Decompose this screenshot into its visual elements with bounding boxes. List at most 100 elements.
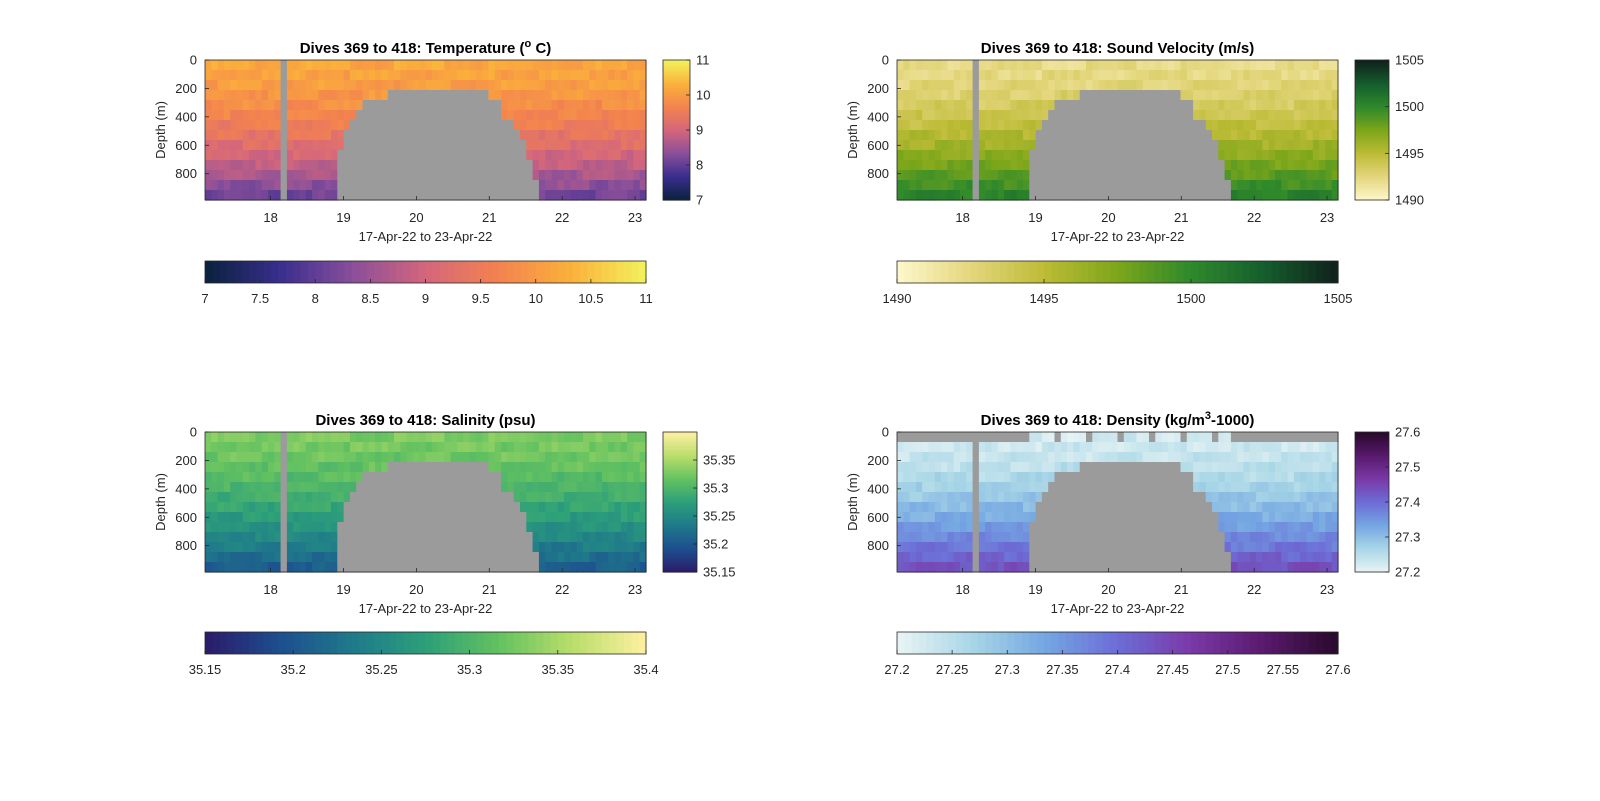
heatmap-cell bbox=[1186, 180, 1194, 191]
heatmap-cell bbox=[1086, 502, 1093, 513]
heatmap-cell bbox=[1262, 110, 1270, 121]
heatmap-cell bbox=[394, 120, 401, 131]
heatmap-cell bbox=[1186, 482, 1194, 493]
heatmap-cell bbox=[431, 140, 439, 151]
colorbar-swatch bbox=[663, 176, 690, 180]
heatmap-cell bbox=[1161, 552, 1169, 563]
colorbar-swatch bbox=[663, 548, 697, 552]
heatmap-cell bbox=[1092, 492, 1100, 503]
heatmap-cell bbox=[249, 512, 256, 523]
heatmap-cell bbox=[482, 522, 490, 533]
chart-title: Dives 369 to 418: Density (kg/m3-1000) bbox=[981, 410, 1255, 429]
heatmap-cell bbox=[299, 432, 307, 443]
heatmap-cell bbox=[1268, 552, 1276, 563]
heatmap-cell bbox=[1287, 472, 1295, 483]
colorbar-swatch bbox=[1355, 478, 1389, 482]
heatmap-cell bbox=[639, 100, 647, 111]
colorbar-swatch bbox=[1355, 113, 1389, 117]
heatmap-cell bbox=[1212, 160, 1219, 171]
heatmap-cell bbox=[1249, 140, 1257, 151]
heatmap-cell bbox=[324, 140, 332, 151]
heatmap-cell bbox=[526, 552, 534, 563]
colorbar-swatch bbox=[565, 261, 574, 283]
heatmap-cell bbox=[261, 532, 269, 543]
heatmap-cell bbox=[595, 482, 603, 493]
heatmap-cell bbox=[903, 482, 911, 493]
heatmap-cell bbox=[934, 482, 942, 493]
heatmap-cell bbox=[1325, 80, 1333, 91]
heatmap-cell bbox=[211, 170, 219, 181]
colorbar-swatch bbox=[663, 102, 690, 105]
heatmap-cell bbox=[595, 90, 603, 101]
heatmap-cell bbox=[960, 190, 967, 201]
heatmap-cell bbox=[1035, 482, 1043, 493]
heatmap-cell bbox=[1186, 80, 1194, 91]
heatmap-cell bbox=[934, 502, 942, 513]
heatmap-cell bbox=[1086, 512, 1093, 523]
heatmap-cell bbox=[576, 522, 584, 533]
heatmap-cell bbox=[375, 140, 382, 151]
heatmap-cell bbox=[589, 170, 597, 181]
heatmap-cell bbox=[1325, 150, 1333, 161]
heatmap-cell bbox=[349, 70, 357, 81]
heatmap-cell bbox=[551, 532, 559, 543]
heatmap-cell bbox=[1086, 170, 1093, 181]
heatmap-cell bbox=[230, 160, 238, 171]
heatmap-cell bbox=[966, 532, 974, 543]
heatmap-cell bbox=[457, 502, 464, 513]
heatmap-cell bbox=[1268, 120, 1276, 131]
heatmap-cell bbox=[1306, 482, 1314, 493]
heatmap-cell bbox=[1312, 120, 1320, 131]
heatmap-cell bbox=[318, 482, 326, 493]
heatmap-cell bbox=[444, 170, 452, 181]
heatmap-cell bbox=[1212, 512, 1219, 523]
chart-title: Dives 369 to 418: Salinity (psu) bbox=[315, 412, 535, 429]
colorbar-swatch bbox=[1355, 104, 1389, 108]
heatmap-cell bbox=[419, 160, 427, 171]
heatmap-cell bbox=[331, 522, 338, 533]
heatmap-cell bbox=[1054, 130, 1062, 141]
heatmap-cell bbox=[1230, 120, 1238, 131]
heatmap-cell bbox=[400, 140, 408, 151]
heatmap-cell bbox=[324, 90, 332, 101]
heatmap-cell bbox=[400, 452, 408, 463]
heatmap-cell bbox=[1312, 442, 1320, 453]
heatmap-cell bbox=[1256, 170, 1263, 181]
heatmap-cell bbox=[274, 502, 282, 513]
heatmap-cell bbox=[1073, 452, 1081, 463]
heatmap-cell bbox=[947, 482, 955, 493]
heatmap-cell bbox=[1023, 60, 1030, 71]
heatmap-cell bbox=[293, 452, 301, 463]
heatmap-cell bbox=[583, 60, 590, 71]
heatmap-cell bbox=[425, 70, 433, 81]
heatmap-cell bbox=[601, 542, 609, 553]
colorbar-swatch bbox=[271, 261, 280, 283]
heatmap-cell bbox=[1029, 100, 1037, 111]
heatmap-cell bbox=[1142, 512, 1150, 523]
heatmap-cell bbox=[1016, 120, 1024, 131]
heatmap-cell bbox=[236, 472, 244, 483]
heatmap-cell bbox=[903, 100, 911, 111]
heatmap-cell bbox=[444, 80, 452, 91]
heatmap-cell bbox=[1262, 462, 1270, 473]
heatmap-cell bbox=[1249, 512, 1257, 523]
heatmap-cell bbox=[368, 190, 376, 201]
heatmap-cell bbox=[1331, 140, 1339, 151]
colorbar-swatch bbox=[1124, 632, 1133, 654]
colorbar-swatch bbox=[663, 432, 697, 435]
heatmap-cell bbox=[286, 150, 294, 161]
heatmap-cell bbox=[966, 70, 974, 81]
heatmap-cell bbox=[595, 160, 603, 171]
heatmap-cell bbox=[1098, 562, 1106, 573]
heatmap-cell bbox=[1293, 120, 1301, 131]
heatmap-cell bbox=[915, 482, 923, 493]
heatmap-cell bbox=[1205, 120, 1213, 131]
heatmap-cell bbox=[991, 140, 999, 151]
heatmap-cell bbox=[960, 432, 967, 443]
heatmap-cell bbox=[475, 502, 483, 513]
colorbar-swatch bbox=[1161, 632, 1170, 654]
heatmap-cell bbox=[532, 120, 540, 131]
colorbar-tick-label: 7 bbox=[696, 193, 703, 208]
y-tick-label: 800 bbox=[175, 538, 197, 553]
heatmap-cell bbox=[375, 120, 382, 131]
